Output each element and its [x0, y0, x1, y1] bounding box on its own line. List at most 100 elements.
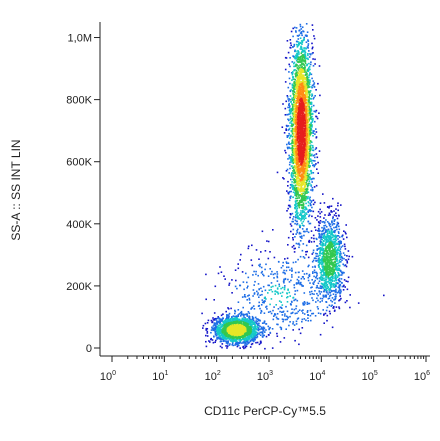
event-dot — [297, 212, 299, 214]
event-dot — [332, 217, 334, 220]
event-dot — [298, 43, 300, 46]
event-dot — [239, 259, 241, 261]
event-dot — [333, 223, 336, 225]
event-dot — [317, 308, 319, 310]
event-dot — [296, 75, 298, 77]
event-dot — [238, 335, 240, 337]
event-dot — [305, 217, 307, 219]
event-dot — [334, 250, 336, 253]
event-dot — [325, 256, 328, 258]
event-dot — [248, 318, 251, 320]
event-dot — [316, 168, 318, 170]
event-dot — [252, 317, 254, 319]
event-dot — [249, 339, 252, 342]
event-dot — [306, 103, 308, 106]
event-dot — [329, 271, 332, 274]
event-dot — [341, 282, 343, 284]
event-dot — [253, 270, 255, 273]
event-dot — [301, 195, 304, 197]
event-dot — [227, 322, 229, 325]
event-dot — [342, 271, 344, 274]
event-dot — [307, 265, 309, 268]
event-dot — [307, 231, 310, 234]
event-dot — [290, 30, 293, 33]
event-dot — [337, 235, 340, 237]
event-dot — [227, 337, 229, 339]
event-dot — [338, 225, 340, 228]
event-dot — [335, 277, 337, 279]
event-dot — [306, 311, 309, 313]
event-dot — [254, 333, 256, 335]
event-dot — [314, 58, 316, 61]
event-dot — [312, 130, 314, 132]
event-dot — [317, 161, 319, 164]
event-dot — [325, 241, 327, 243]
event-dot — [299, 203, 301, 205]
event-dot — [298, 80, 301, 82]
event-dot — [247, 335, 249, 337]
event-dot — [238, 339, 240, 341]
event-dot — [305, 57, 308, 60]
event-dot — [312, 172, 315, 174]
event-dot — [212, 325, 215, 327]
event-dot — [328, 237, 331, 240]
event-dot — [338, 306, 340, 308]
event-dot — [304, 83, 306, 85]
event-dot — [332, 243, 335, 245]
event-dot — [272, 318, 275, 321]
event-dot — [309, 170, 312, 172]
event-dot — [299, 23, 302, 26]
event-dot — [322, 261, 324, 263]
event-dot — [312, 177, 314, 180]
event-dot — [305, 23, 308, 25]
event-dot — [298, 76, 301, 79]
event-dot — [288, 324, 290, 327]
event-dot — [262, 332, 264, 334]
event-dot — [303, 218, 305, 221]
event-dot — [305, 81, 307, 83]
event-dot — [239, 341, 242, 343]
event-dot — [294, 94, 296, 97]
event-dot — [253, 337, 256, 340]
event-dot — [231, 279, 233, 281]
event-dot — [344, 264, 347, 266]
event-dot — [308, 214, 311, 216]
event-dot — [252, 318, 254, 321]
event-dot — [301, 276, 304, 278]
event-dot — [288, 106, 291, 109]
event-dot — [308, 106, 310, 109]
event-dot — [294, 26, 296, 29]
event-dot — [339, 280, 342, 283]
event-dot — [338, 277, 341, 280]
event-dot — [344, 301, 347, 304]
event-dot — [337, 251, 339, 254]
event-dot — [292, 129, 295, 132]
event-dot — [284, 149, 286, 152]
event-dot — [283, 178, 285, 180]
event-dot — [291, 156, 293, 158]
event-dot — [325, 229, 327, 231]
event-dot — [357, 302, 360, 304]
event-dot — [297, 258, 299, 261]
event-dot — [328, 263, 331, 265]
event-dot — [324, 259, 326, 261]
event-dot — [326, 253, 328, 256]
event-dot — [320, 211, 323, 213]
event-dot — [327, 214, 330, 216]
event-dot — [287, 118, 289, 121]
event-dot — [319, 259, 321, 261]
event-dot — [304, 77, 307, 79]
event-dot — [254, 336, 256, 338]
event-dot — [291, 157, 294, 159]
event-dot — [306, 105, 309, 107]
event-dot — [319, 220, 322, 222]
event-dot — [257, 326, 259, 328]
event-dot — [264, 300, 266, 302]
event-dot — [331, 304, 333, 307]
event-dot — [296, 54, 299, 56]
event-dot — [213, 322, 216, 324]
event-dot — [308, 135, 310, 137]
event-dot — [314, 315, 317, 317]
event-dot — [302, 304, 305, 306]
event-dot — [308, 273, 311, 276]
